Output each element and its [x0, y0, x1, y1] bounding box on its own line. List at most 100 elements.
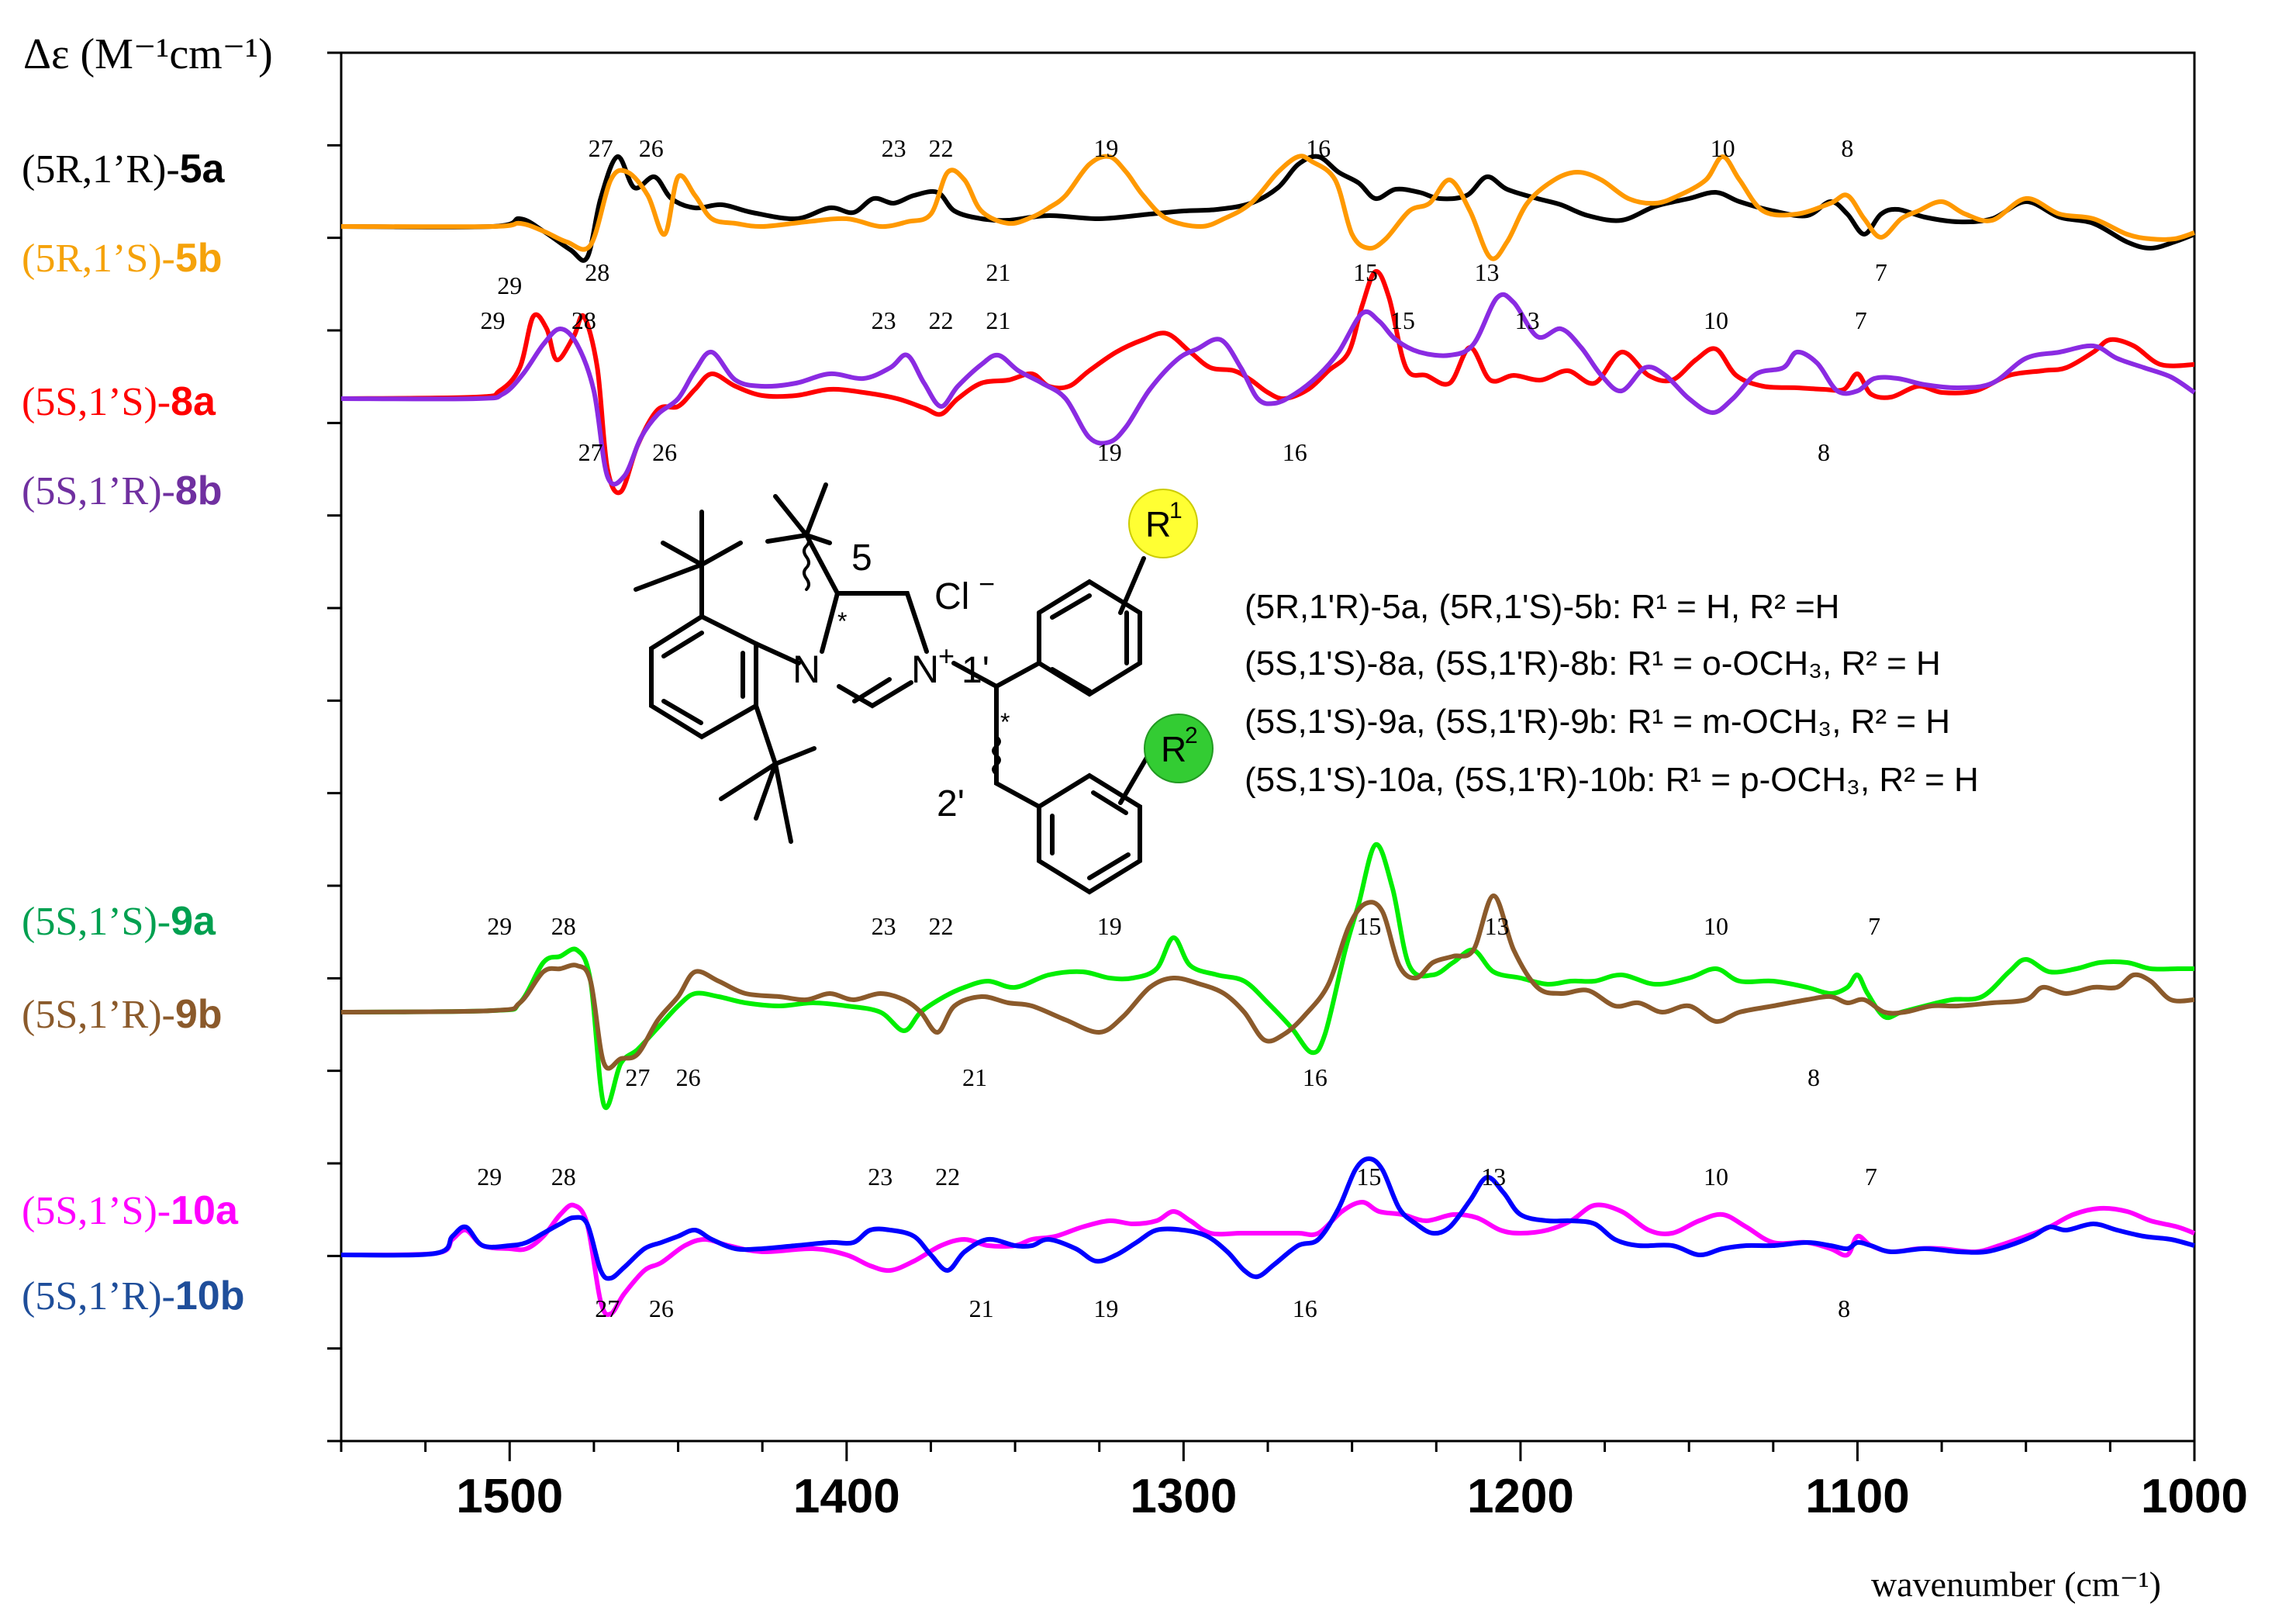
peak-label: 23 — [872, 306, 896, 334]
peak-label: 8 — [1818, 438, 1830, 466]
series-label-compound: 8a — [171, 379, 216, 424]
n-plus-atom-label: N — [911, 648, 939, 691]
peak-label: 13 — [1474, 258, 1499, 286]
spectra-traces — [340, 154, 2196, 1317]
peak-label: 10 — [1711, 134, 1735, 162]
r2-superscript: 2 — [1185, 723, 1198, 748]
peak-label: 16 — [1303, 1063, 1328, 1091]
peak-label: 26 — [649, 1294, 674, 1322]
r2-label: R — [1161, 729, 1186, 769]
y-axis-label: Δε (M⁻¹cm⁻¹) — [23, 30, 273, 78]
peak-label: 10 — [1704, 912, 1728, 940]
peak-label: 26 — [652, 438, 677, 466]
peak-label: 23 — [882, 134, 906, 162]
series-label-config: (5S,1’R)- — [22, 469, 175, 513]
compound-key-line-2: (5S,1'S)-8a, (5S,1'R)-8b: R¹ = o-OCH₃, R… — [1245, 645, 1941, 683]
peak-label: 27 — [589, 134, 613, 162]
series-label-compound: 5b — [175, 236, 223, 281]
peak-label: 10 — [1704, 306, 1728, 334]
chemical-structure — [634, 482, 1214, 895]
trace--5s-1-s-9a — [340, 842, 2194, 1111]
peak-label: 26 — [676, 1063, 701, 1091]
peak-label: 7 — [1868, 912, 1880, 940]
peak-label: 22 — [928, 134, 953, 162]
series-label: (5S,1’S)-9a — [22, 899, 216, 944]
stereocenter-c5-asterisk: * — [837, 607, 847, 635]
series-label: (5R,1’R)-5a — [22, 147, 226, 192]
series-label: (5S,1’S)-8a — [22, 379, 216, 424]
peak-label: 13 — [1481, 1163, 1506, 1191]
plus-charge: + — [938, 640, 955, 672]
series-label-config: (5S,1’R)- — [22, 1274, 175, 1319]
peak-label: 28 — [551, 912, 576, 940]
peak-label: 10 — [1704, 1163, 1728, 1191]
peak-label: 27 — [625, 1063, 650, 1091]
trace--5s-1-r-10b — [340, 1156, 2195, 1281]
peak-label: 27 — [578, 438, 603, 466]
peak-label: 23 — [872, 912, 896, 940]
r1-bond — [1118, 556, 1146, 615]
trace--5r-1-s-5b — [340, 154, 2195, 261]
position-1prime-label: 1' — [962, 650, 989, 691]
x-axis-tick-labels: 1500 1400 1300 1200 1100 1000 — [456, 1470, 2248, 1523]
tbutyl-upper-bond — [634, 510, 743, 619]
peak-label: 8 — [1807, 1063, 1820, 1091]
x-tick-label: 1000 — [2141, 1470, 2248, 1523]
peak-label: 19 — [1097, 912, 1122, 940]
series-label-config: (5S,1’S)- — [22, 380, 171, 424]
aryl-n-bond — [754, 641, 801, 665]
peak-label: 15 — [1356, 912, 1381, 940]
x-axis-ticks — [340, 1441, 2196, 1461]
peak-label: 23 — [868, 1163, 893, 1191]
peak-label: 28 — [551, 1163, 576, 1191]
peak-label: 26 — [639, 134, 664, 162]
peak-label: 29 — [497, 271, 522, 299]
series-label-config: (5R,1’R)- — [22, 147, 180, 192]
series-label-config: (5S,1’R)- — [22, 993, 175, 1037]
benzene-lower-double-bonds — [1050, 790, 1131, 880]
peak-label: 7 — [1855, 306, 1867, 334]
x-tick-label: 1400 — [793, 1470, 900, 1523]
y-axis-ticks — [327, 51, 341, 1443]
series-label: (5S,1’R)-10b — [22, 1274, 244, 1319]
series-label: (5S,1’R)-9b — [22, 992, 223, 1037]
peak-label: 22 — [935, 1163, 960, 1191]
series-label-compound: 5a — [180, 147, 226, 192]
peak-label: 13 — [1515, 306, 1540, 334]
series-label-compound: 10a — [171, 1188, 239, 1233]
peak-label: 13 — [1484, 912, 1509, 940]
peak-label: 22 — [928, 912, 953, 940]
series-label: (5R,1’S)-5b — [22, 236, 223, 281]
peak-label: 16 — [1293, 1294, 1317, 1322]
n-atom-label: N — [792, 648, 820, 691]
peak-label: 7 — [1875, 258, 1887, 286]
peak-label: 21 — [986, 306, 1010, 334]
series-label-compound: 9b — [175, 992, 223, 1037]
peak-label: 7 — [1865, 1163, 1877, 1191]
r1-highlight-circle — [1128, 489, 1198, 558]
trace--5r-1-r-5a — [340, 154, 2196, 263]
compound-key-line-4: (5S,1'S)-10a, (5S,1'R)-10b: R¹ = p-OCH₃,… — [1245, 761, 1979, 799]
compound-key: (5R,1'R)-5a, (5R,1'S)-5b: R¹ = H, R² =H … — [1245, 588, 1979, 799]
wavy-bond-c1 — [992, 735, 1001, 776]
peak-label: 8 — [1838, 1294, 1850, 1322]
series-labels: (5R,1’R)-5a (5R,1’S)-5b (5S,1’S)-8a (5S,1’R… — [22, 147, 244, 1319]
x-axis-label: wavenumber (cm⁻¹) — [1871, 1564, 2161, 1604]
r2-highlight-circle — [1144, 714, 1214, 783]
peak-label: 16 — [1306, 134, 1331, 162]
position-2prime-label: 2' — [937, 783, 965, 824]
trace--5s-1-r-8b — [340, 292, 2196, 487]
peak-label: 21 — [962, 1063, 987, 1091]
ch2-bond — [994, 684, 1041, 809]
imidazolinium-double-bond — [852, 677, 892, 703]
peak-label: 21 — [986, 258, 1010, 286]
peak-label: 19 — [1093, 1294, 1118, 1322]
position-5-label: 5 — [851, 537, 872, 579]
imidazolinium-ring — [820, 591, 929, 709]
r2-bond — [1118, 754, 1150, 805]
x-tick-label: 1500 — [456, 1470, 563, 1523]
series-label-config: (5R,1’S)- — [22, 237, 175, 281]
peak-label: 27 — [595, 1294, 620, 1322]
tbutyl-lower-bond — [719, 703, 817, 844]
